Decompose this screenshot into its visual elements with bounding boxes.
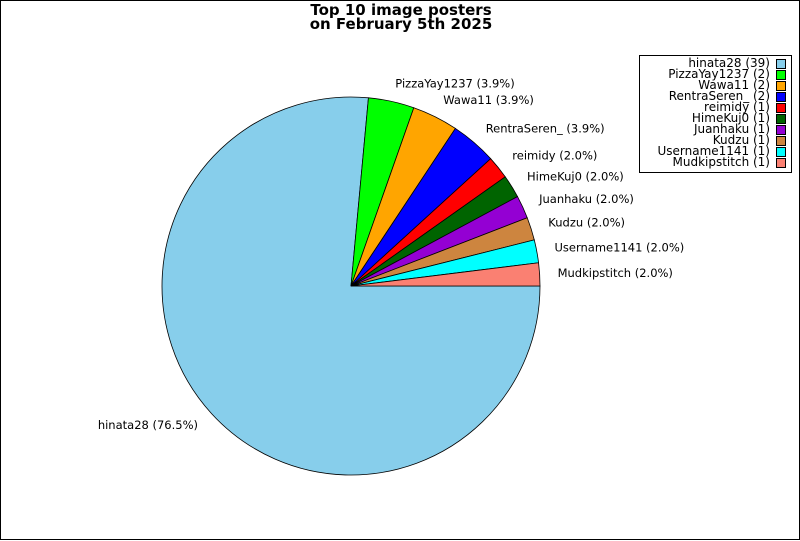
legend-item-wawa11: Wawa11 (2): [644, 78, 786, 92]
slice-label-reimidy: reimidy (2.0%): [512, 149, 597, 163]
slice-label-mudkipstitch: Mudkipstitch (2.0%): [558, 266, 673, 280]
legend-swatch: [776, 157, 786, 168]
legend-label: RentraSeren_ (2): [668, 89, 770, 103]
legend-label: Kudzu (1): [712, 133, 770, 147]
legend-label: Mudkipstitch (1): [672, 155, 771, 169]
legend-item-kudzu: Kudzu (1): [644, 133, 786, 147]
slice-label-rentraseren: RentraSeren_ (3.9%): [486, 121, 605, 135]
slice-label-wawa11: Wawa11 (3.9%): [443, 93, 534, 107]
legend-swatch: [776, 135, 786, 146]
legend-item-juanhaku: Juanhaku (1): [644, 122, 786, 136]
legend-label: PizzaYay1237 (2): [668, 67, 770, 81]
legend: hinata28 (39) PizzaYay1237 (2) Wawa11 (2) R…: [639, 55, 792, 173]
legend-item-pizzayay1237: PizzaYay1237 (2): [644, 67, 786, 81]
legend-swatch: [776, 91, 786, 102]
pie-slices: [161, 96, 541, 476]
legend-label: hinata28 (39): [688, 56, 770, 70]
legend-swatch: [776, 102, 786, 113]
legend-item-himekuj0: HimeKuj0 (1): [644, 111, 786, 125]
legend-swatch: [776, 124, 786, 135]
legend-swatch: [776, 113, 786, 124]
legend-label: HimeKuj0 (1): [691, 111, 770, 125]
chart-title-line-1: Top 10 image posters: [310, 1, 492, 19]
chart-title: Top 10 image posters on February 5th 202…: [1, 1, 800, 33]
slice-label-himekuj0: HimeKuj0 (2.0%): [527, 170, 624, 184]
slice-label-pizzayay1237: PizzaYay1237 (3.9%): [395, 76, 514, 90]
legend-item-username1141: Username1141 (1): [644, 144, 786, 158]
slice-labels: hinata28 (76.5%) PizzaYay1237 (3.9%) Wawa1…: [98, 76, 684, 432]
legend-swatch: [776, 146, 786, 157]
legend-label: reimidy (1): [704, 100, 770, 114]
legend-item-rentraseren: RentraSeren_ (2): [644, 89, 786, 103]
slice-label-juanhaku: Juanhaku (2.0%): [538, 192, 634, 206]
legend-swatch: [776, 69, 786, 80]
slice-label-username1141: Username1141 (2.0%): [555, 241, 685, 255]
legend-item-reimidy: reimidy (1): [644, 100, 786, 114]
slice-label-kudzu: Kudzu (2.0%): [548, 216, 625, 230]
legend-label: Juanhaku (1): [693, 122, 770, 136]
legend-label: Username1141 (1): [657, 144, 770, 158]
legend-swatch: [776, 58, 786, 69]
slice-label-hinata28: hinata28 (76.5%): [98, 418, 198, 432]
legend-item-hinata28: hinata28 (39): [644, 56, 786, 70]
legend-item-mudkipstitch: Mudkipstitch (1): [644, 155, 786, 169]
legend-swatch: [776, 80, 786, 91]
pie-slice-mudkipstitch: [350, 262, 541, 287]
chart-title-line-2: on February 5th 2025: [309, 15, 493, 33]
legend-label: Wawa11 (2): [698, 78, 770, 92]
